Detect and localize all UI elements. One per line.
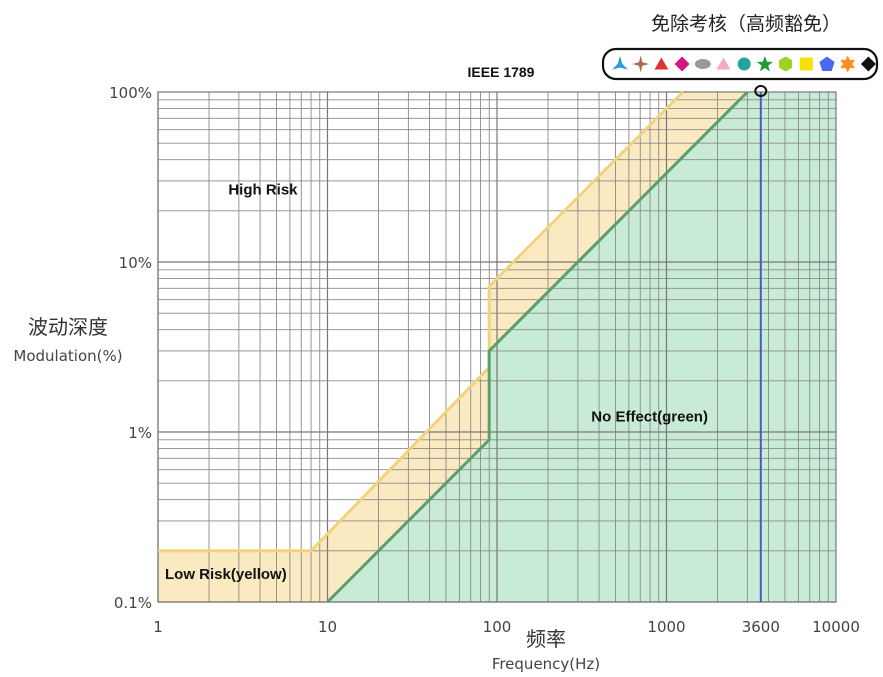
no-effect-boundary-line [326, 90, 749, 604]
y-tick-label: 10% [119, 254, 152, 272]
region-label: No Effect(green) [591, 409, 708, 426]
chart-title: IEEE 1789 [468, 64, 535, 80]
region-label: Low Risk(yellow) [165, 566, 287, 583]
legend-title: 免除考核（高频豁免） [651, 13, 841, 35]
x-tick-label: 1000 [647, 618, 685, 636]
green-star-icon [756, 56, 773, 72]
pink-triangle-icon [716, 57, 731, 70]
lime-hexagon-icon [779, 56, 793, 72]
magenta-diamond-icon [674, 56, 690, 72]
yellow-square-icon [799, 57, 813, 71]
x-axis-label: Frequency(Hz) [492, 655, 600, 673]
gray-ellipse-icon [694, 59, 711, 69]
blue-pentagon-icon [819, 56, 835, 71]
x-tick-label: 10000 [812, 618, 860, 636]
y-tick-label: 0.1% [114, 594, 152, 612]
teal-circle-icon [737, 57, 751, 71]
plot-frame [157, 91, 837, 603]
frequency-marker-circle [754, 85, 768, 97]
y-axis-label: Modulation(%) [13, 347, 122, 365]
black-diamond-icon [860, 56, 876, 72]
brown-four-star-icon [632, 55, 650, 73]
x-tick-label: 100 [483, 618, 512, 636]
region-label: High Risk [228, 181, 298, 198]
x-tick-label: 3600 [742, 618, 780, 636]
blue-tri-star-icon [612, 56, 628, 70]
y-axis-label-cn: 波动深度 [28, 315, 108, 339]
x-tick-label: 1 [153, 618, 163, 636]
x-axis-label-cn: 频率 [526, 627, 566, 651]
x-tick-label: 10 [318, 618, 337, 636]
orange-sun-star-icon [840, 55, 856, 73]
red-triangle-icon [654, 57, 669, 70]
y-tick-label: 100% [109, 84, 152, 102]
y-tick-label: 1% [128, 424, 152, 442]
